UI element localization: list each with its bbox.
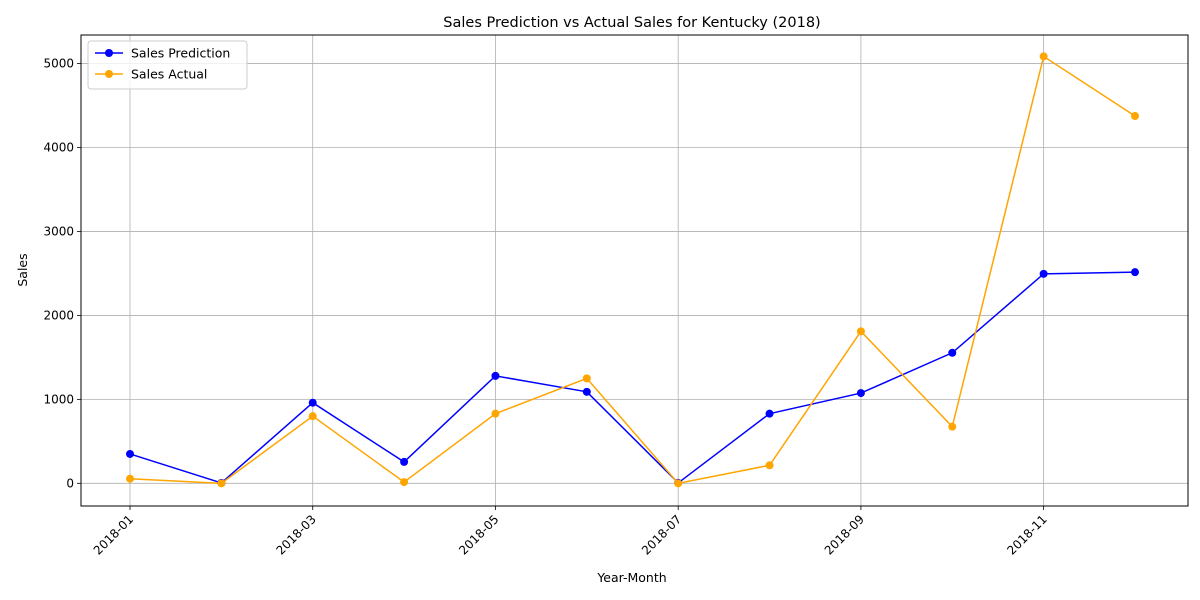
plot-frame — [80, 34, 1189, 507]
series-sales-actual — [126, 52, 1139, 488]
legend: Sales Prediction Sales Actual — [87, 40, 248, 90]
data-point — [1039, 52, 1048, 61]
chart-title: Sales Prediction vs Actual Sales for Ken… — [443, 15, 820, 31]
series-sales-prediction — [126, 268, 1139, 487]
series-line — [129, 55, 1136, 485]
gridlines — [81, 35, 1188, 506]
y-tick-label: 1000 — [43, 392, 74, 406]
x-axis-label: Year-Month — [596, 570, 666, 585]
data-point — [1131, 268, 1139, 277]
data-point — [582, 374, 591, 383]
legend-marker — [105, 70, 113, 78]
x-axis: 2018-01 2018-03 2018-05 2018-07 2018-09 2018-… — [91, 506, 1050, 558]
x-tick-label: 2018-09 — [822, 512, 867, 557]
data-point — [308, 398, 317, 407]
x-tick-label: 2018-01 — [91, 512, 136, 557]
series-layer — [126, 52, 1139, 488]
y-tick-label: 4000 — [43, 141, 74, 155]
y-tick-label: 3000 — [43, 224, 74, 238]
data-point — [308, 412, 317, 421]
data-point — [1131, 112, 1139, 121]
y-axis-label: Sales — [15, 253, 30, 286]
data-point — [674, 479, 683, 488]
data-point — [217, 479, 226, 488]
legend-marker — [105, 49, 113, 57]
data-point — [948, 422, 957, 431]
y-tick-label: 2000 — [43, 308, 74, 322]
data-point — [491, 371, 500, 380]
x-tick-label: 2018-11 — [1004, 512, 1049, 557]
data-point — [856, 327, 865, 336]
legend-label: Sales Actual — [131, 67, 207, 82]
data-point — [400, 457, 409, 466]
x-tick-label: 2018-05 — [456, 512, 501, 557]
data-point — [126, 474, 134, 483]
legend-box — [87, 40, 248, 90]
data-point — [856, 389, 865, 398]
data-point — [491, 409, 500, 418]
data-point — [1039, 269, 1048, 278]
legend-label: Sales Prediction — [131, 46, 230, 61]
y-tick-label: 0 — [66, 476, 74, 490]
data-point — [765, 409, 774, 418]
data-point — [582, 387, 591, 396]
data-point — [765, 461, 774, 470]
y-axis: 0 1000 2000 3000 4000 5000 — [43, 57, 81, 490]
x-tick-label: 2018-07 — [639, 512, 684, 557]
x-tick-label: 2018-03 — [273, 512, 318, 557]
data-point — [400, 478, 409, 487]
data-point — [948, 348, 957, 357]
series-line — [129, 271, 1136, 484]
y-tick-label: 5000 — [43, 57, 74, 71]
data-point — [126, 449, 134, 458]
